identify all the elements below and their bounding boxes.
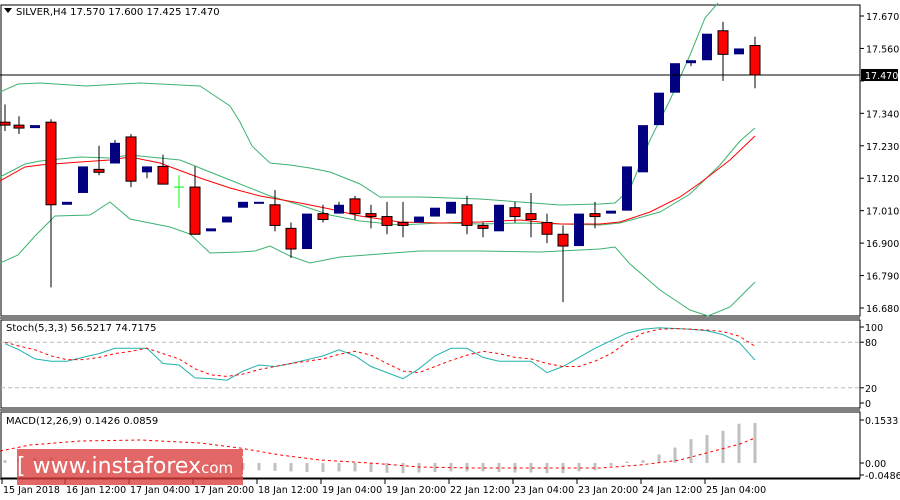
candle-bear [125, 136, 137, 182]
candle-bull [142, 166, 152, 173]
macd-panel-frame [0, 411, 861, 479]
stoch-tick: 80 [865, 338, 877, 349]
candle-bull [702, 33, 712, 61]
macd-tick: 0.1533 [865, 416, 898, 427]
time-tick: 17 Jan 04:00 [130, 485, 190, 496]
candle-bear [541, 221, 553, 235]
candle-bear [93, 168, 105, 173]
current-price-badge [861, 68, 898, 81]
candle-bull [622, 166, 632, 211]
candle-bull [686, 60, 696, 64]
candle-bear [189, 186, 201, 235]
candles [0, 21, 761, 303]
time-tick: 19 Jan 04:00 [322, 485, 382, 496]
candle-bear [157, 165, 169, 185]
bollinger-lower [0, 201, 756, 317]
macd-tick: 0.00 [865, 459, 886, 470]
collapse-triangle-icon[interactable] [4, 8, 12, 13]
time-tick: 15 Jan 2018 [3, 485, 60, 496]
candle-bear [285, 227, 297, 250]
candle-bull [670, 63, 680, 93]
macd-label: MACD(12,26,9) 0.1426 0.0859 [6, 416, 158, 427]
candle-bull [638, 125, 648, 173]
candle-bear [317, 213, 329, 221]
candle-bear [525, 213, 537, 221]
time-tick: 18 Jan 12:00 [258, 485, 318, 496]
bollinger-middle [0, 127, 756, 226]
price-tick: 17.120 [866, 174, 899, 185]
price-tick: 17.560 [866, 44, 899, 55]
candle-bear [477, 224, 489, 229]
candle-bear [461, 204, 473, 226]
candle-bull [78, 166, 88, 193]
stoch-main-line [4, 327, 756, 381]
price-tick: 17.010 [866, 207, 899, 218]
candle-bear [749, 44, 761, 76]
macd-tick: -0.0486 [865, 471, 900, 482]
candle-bear [381, 216, 393, 226]
stoch-label: Stoch(5,3,3) 56.5217 74.7175 [6, 323, 157, 334]
macd-signal-line [0, 437, 756, 469]
stoch-tick: 20 [865, 384, 877, 395]
stoch-tick: 100 [865, 323, 883, 334]
candle-bear [397, 221, 409, 226]
candle-bull [606, 210, 616, 214]
candle-bear [269, 204, 281, 226]
candle-bear [557, 233, 569, 247]
candle-bull [254, 201, 264, 204]
price-tick: 16.680 [866, 304, 899, 315]
price-tick: 17.670 [866, 12, 899, 23]
candle-bull [110, 142, 120, 164]
stoch-signal-line [4, 328, 756, 377]
watermark: [ www.instaforexcom ] [17, 449, 249, 485]
bollinger-upper [0, 2, 719, 206]
candle-bear [45, 121, 57, 206]
time-tick: 16 Jan 12:00 [66, 485, 126, 496]
main-panel-frame [0, 4, 861, 317]
price-tick: 16.790 [866, 272, 899, 283]
candle-bull [574, 213, 584, 247]
candle-bull [734, 48, 744, 55]
time-tick: 19 Jan 20:00 [386, 485, 446, 496]
time-tick: 17 Jan 20:00 [194, 485, 254, 496]
price-tick: 17.230 [866, 142, 899, 153]
candle-bull [62, 201, 72, 205]
candle-bull [654, 92, 664, 126]
candle-bear [717, 30, 729, 55]
candle-bear [509, 207, 521, 218]
candle-bull [30, 125, 40, 129]
candle-bear [13, 124, 25, 129]
candle-bear [365, 213, 377, 218]
candle-bear [349, 198, 361, 215]
candle-bull [446, 201, 456, 214]
candle-bull [238, 201, 248, 208]
time-tick: 24 Jan 12:00 [642, 485, 702, 496]
candle-bull [334, 204, 344, 214]
candle-bear [0, 121, 11, 126]
price-tick: 16.900 [866, 239, 899, 250]
candle-bear [589, 213, 601, 218]
symbol-header: SILVER,H4 17.570 17.600 17.425 17.470 [16, 7, 220, 18]
candle-bull [222, 216, 232, 223]
candle-bull [414, 216, 424, 223]
price-tick: 17.340 [866, 109, 899, 120]
stoch-panel-frame [0, 319, 861, 409]
candle-bull [206, 228, 216, 232]
candle-bull [302, 213, 312, 250]
candle-bull [494, 204, 504, 232]
candle-bull [430, 207, 440, 217]
time-tick: 22 Jan 12:00 [450, 485, 510, 496]
svg-text:17.470: 17.470 [865, 71, 898, 82]
time-tick: 23 Jan 20:00 [578, 485, 638, 496]
time-tick: 23 Jan 04:00 [514, 485, 574, 496]
stoch-tick: 0 [865, 399, 871, 410]
time-tick: 25 Jan 04:00 [706, 485, 766, 496]
